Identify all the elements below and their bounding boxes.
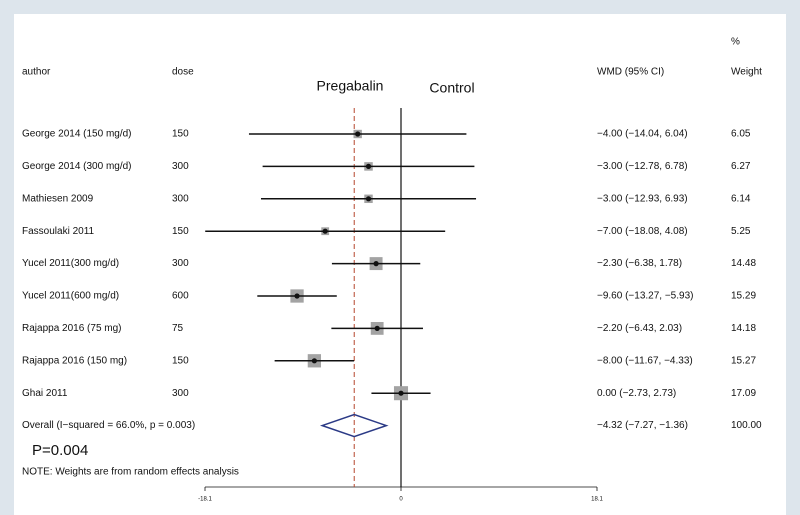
study-weight: 15.29 — [731, 291, 756, 302]
header-dose: dose — [172, 67, 194, 78]
point-estimate — [294, 293, 300, 299]
study-weight: 6.14 — [731, 193, 751, 204]
study-dose: 300 — [172, 258, 189, 269]
overall-author: Overall (I−squared = 66.0%, p = 0.003) — [22, 420, 195, 431]
study-author: George 2014 (150 mg/d) — [22, 129, 132, 140]
header-author: author — [22, 67, 51, 78]
study-dose: 150 — [172, 129, 189, 140]
study-weight: 5.25 — [731, 226, 751, 237]
study-ci: −3.00 (−12.78, 6.78) — [597, 161, 688, 172]
point-estimate — [398, 390, 404, 396]
study-author: Ghai 2011 — [22, 388, 68, 399]
study-author: Yucel 2011(600 mg/d) — [22, 291, 119, 302]
header-ci: WMD (95% CI) — [597, 67, 664, 78]
study-dose: 150 — [172, 226, 189, 237]
right-label: Control — [429, 80, 474, 96]
point-estimate — [365, 163, 372, 169]
x-tick-label: 0 — [399, 497, 403, 503]
point-estimate — [322, 228, 328, 234]
point-estimate — [373, 261, 379, 267]
study-weight: 6.05 — [731, 129, 751, 140]
overall-ci: −4.32 (−7.27, −1.36) — [597, 420, 688, 431]
study-weight: 17.09 — [731, 388, 756, 399]
point-estimate — [365, 196, 372, 202]
x-tick-label: 18.1 — [591, 497, 603, 503]
study-author: Rajappa 2016 (150 mg) — [22, 355, 127, 366]
study-ci: −4.00 (−14.04, 6.04) — [597, 129, 688, 140]
header-weight-unit: % — [731, 37, 740, 48]
panel — [14, 14, 786, 515]
study-ci: −8.00 (−11.67, −4.33) — [597, 355, 693, 366]
x-tick-label: -18.1 — [198, 497, 212, 503]
study-weight: 14.18 — [731, 323, 756, 334]
p-value: P=0.004 — [32, 442, 88, 459]
note: NOTE: Weights are from random effects an… — [22, 467, 239, 478]
point-estimate — [355, 131, 361, 137]
study-author: Fassoulaki 2011 — [22, 226, 95, 237]
overall-weight: 100.00 — [731, 420, 762, 431]
study-ci: −2.30 (−6.38, 1.78) — [597, 258, 682, 269]
study-ci: 0.00 (−2.73, 2.73) — [597, 388, 676, 399]
study-ci: −7.00 (−18.08, 4.08) — [597, 226, 688, 237]
study-author: Mathiesen 2009 — [22, 193, 94, 204]
point-estimate — [374, 325, 380, 331]
study-dose: 600 — [172, 291, 189, 302]
study-ci: −3.00 (−12.93, 6.93) — [597, 193, 688, 204]
header-weight: Weight — [731, 67, 762, 78]
study-dose: 150 — [172, 355, 189, 366]
study-author: Yucel 2011(300 mg/d) — [22, 258, 119, 269]
study-ci: −9.60 (−13.27, −5.93) — [597, 291, 693, 302]
point-estimate — [311, 358, 317, 364]
study-weight: 6.27 — [731, 161, 751, 172]
left-label: Pregabalin — [317, 78, 384, 94]
study-dose: 300 — [172, 161, 189, 172]
study-dose: 75 — [172, 323, 184, 334]
study-ci: −2.20 (−6.43, 2.03) — [597, 323, 682, 334]
study-dose: 300 — [172, 193, 189, 204]
study-weight: 14.48 — [731, 258, 756, 269]
overall-diamond — [319, 413, 389, 438]
study-author: George 2014 (300 mg/d) — [22, 161, 132, 172]
study-author: Rajappa 2016 (75 mg) — [22, 323, 122, 334]
study-dose: 300 — [172, 388, 189, 399]
study-weight: 15.27 — [731, 355, 756, 366]
